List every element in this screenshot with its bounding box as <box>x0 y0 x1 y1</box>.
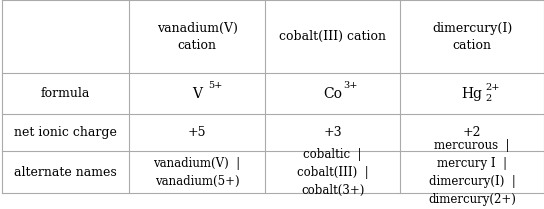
Text: vanadium(V)  |
vanadium(5+): vanadium(V) | vanadium(5+) <box>153 157 240 187</box>
Text: Hg: Hg <box>462 87 483 101</box>
Text: 2: 2 <box>486 94 492 103</box>
Text: cobaltic  |
cobalt(III)  |
cobalt(3+): cobaltic | cobalt(III) | cobalt(3+) <box>297 148 368 197</box>
Text: +3: +3 <box>323 126 342 139</box>
Text: +2: +2 <box>463 126 481 139</box>
Text: V: V <box>192 87 202 101</box>
Text: 5+: 5+ <box>208 81 222 90</box>
Text: formula: formula <box>41 87 90 100</box>
Text: 2+: 2+ <box>486 83 500 92</box>
Text: Co: Co <box>323 87 342 101</box>
Text: +5: +5 <box>188 126 206 139</box>
Text: dimercury(I)
cation: dimercury(I) cation <box>432 22 512 52</box>
Text: mercurous  |
mercury I  |
dimercury(I)  |
dimercury(2+): mercurous | mercury I | dimercury(I) | d… <box>428 139 516 206</box>
Text: net ionic charge: net ionic charge <box>14 126 117 139</box>
Text: 3+: 3+ <box>343 81 358 90</box>
Text: alternate names: alternate names <box>14 166 117 178</box>
Text: cobalt(III) cation: cobalt(III) cation <box>279 30 386 43</box>
Text: vanadium(V)
cation: vanadium(V) cation <box>157 22 238 52</box>
